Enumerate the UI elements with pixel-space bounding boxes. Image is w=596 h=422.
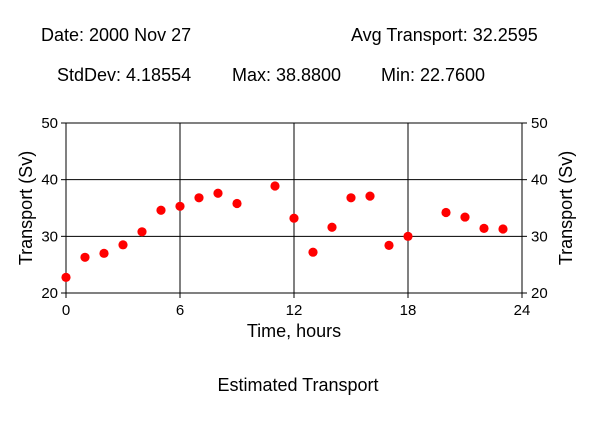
y-tick-label-left: 20 <box>41 285 58 302</box>
stddev-label: StdDev: 4.18554 <box>57 65 192 85</box>
y-axis-label-right: Transport (Sv) <box>556 151 576 265</box>
date-label: Date: 2000 Nov 27 <box>41 25 192 45</box>
data-point <box>232 198 242 209</box>
data-point <box>403 231 413 241</box>
data-point <box>460 212 470 222</box>
chart-caption: Estimated Transport <box>217 375 379 395</box>
x-tick-label: 24 <box>514 302 531 319</box>
x-tick-label: 0 <box>62 302 70 319</box>
x-tick-label: 18 <box>400 302 417 319</box>
data-point <box>308 247 318 257</box>
data-point <box>346 193 356 203</box>
data-point <box>289 213 299 223</box>
data-point <box>327 222 337 232</box>
data-point <box>479 223 489 233</box>
data-point <box>118 240 128 250</box>
y-tick-label-right: 30 <box>531 228 548 245</box>
data-point <box>99 248 109 258</box>
min-label: Min: 22.7600 <box>381 65 486 85</box>
data-point <box>213 188 223 198</box>
data-point <box>365 191 375 201</box>
y-tick-label-left: 50 <box>41 115 58 132</box>
x-axis-label: Time, hours <box>247 321 341 341</box>
data-point <box>384 240 394 250</box>
data-point <box>194 193 204 203</box>
y-tick-label-left: 30 <box>41 228 58 245</box>
y-tick-label-right: 50 <box>531 115 548 132</box>
y-tick-label-left: 40 <box>41 172 58 189</box>
y-tick-label-right: 20 <box>531 285 548 302</box>
data-point <box>498 224 508 234</box>
data-point <box>80 252 90 262</box>
data-point <box>441 207 451 218</box>
data-point <box>156 205 166 215</box>
x-tick-label: 6 <box>176 302 184 319</box>
data-point <box>175 201 185 211</box>
x-tick-label: 12 <box>286 302 303 319</box>
y-axis-label-left: Transport (Sv) <box>16 151 36 265</box>
data-point <box>137 227 147 237</box>
avg-transport-label: Avg Transport: 32.2595 <box>351 25 538 45</box>
data-point <box>270 181 280 191</box>
max-label: Max: 38.8800 <box>232 65 342 85</box>
y-tick-label-right: 40 <box>531 172 548 189</box>
data-point <box>61 272 71 282</box>
